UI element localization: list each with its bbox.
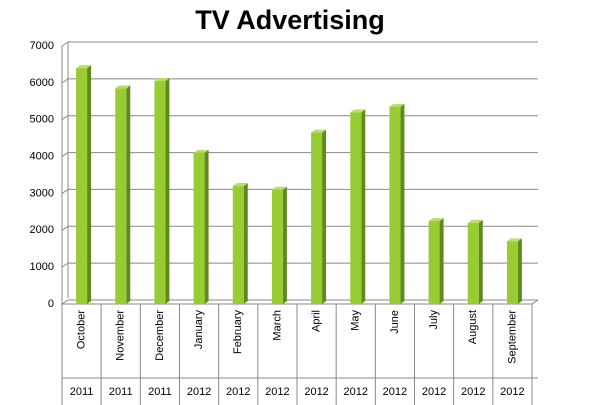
- bar-front: [506, 241, 518, 304]
- bar-side: [478, 219, 483, 304]
- bar-front: [271, 189, 283, 304]
- bar-side: [126, 85, 131, 304]
- bar: [311, 129, 327, 304]
- year-label: 2011: [70, 386, 94, 398]
- bar-side: [517, 238, 522, 304]
- bar: [193, 149, 209, 304]
- bar-side: [204, 149, 209, 304]
- y-tick-label: 4000: [30, 150, 54, 162]
- bar-top: [428, 218, 444, 222]
- bar-front: [389, 106, 401, 304]
- bar: [115, 85, 131, 304]
- x-tick-label: July: [428, 310, 440, 330]
- floor-edge: [62, 299, 539, 305]
- y-tick-label: 6000: [30, 77, 54, 89]
- bar-top: [232, 183, 248, 187]
- bar-top: [350, 109, 366, 113]
- bar-front: [76, 68, 88, 304]
- year-label: 2012: [383, 386, 407, 398]
- x-tick-label: September: [506, 310, 518, 364]
- x-tick-label: October: [75, 310, 87, 349]
- bar: [428, 218, 444, 304]
- grid-line-slant: [61, 152, 69, 157]
- year-label: 2012: [344, 386, 368, 398]
- chart-title: TV Advertising: [195, 5, 385, 35]
- bar-front: [232, 186, 244, 304]
- x-tick-label: August: [467, 310, 479, 344]
- bar: [506, 238, 522, 304]
- year-label: 2011: [109, 386, 133, 398]
- grid-line-slant: [61, 78, 69, 84]
- year-label: 2012: [226, 386, 250, 398]
- x-tick-label: November: [115, 310, 127, 361]
- year-label: 2012: [422, 386, 446, 398]
- bar-front: [428, 221, 440, 304]
- bar: [76, 65, 92, 304]
- bar-front: [311, 132, 323, 304]
- bar-front: [350, 112, 362, 304]
- bar-side: [400, 103, 405, 304]
- bar-side: [361, 109, 366, 304]
- bar-top: [271, 186, 287, 190]
- y-tick-label: 1000: [30, 261, 54, 273]
- year-label: 2012: [265, 386, 289, 398]
- bar: [154, 78, 170, 304]
- bar-side: [439, 218, 444, 304]
- bar-top: [506, 238, 522, 242]
- bar-front: [115, 88, 127, 304]
- grid-line-slant: [61, 262, 69, 268]
- bar-top: [467, 219, 483, 223]
- bar: [467, 219, 483, 304]
- x-tick-label: March: [271, 310, 283, 341]
- bar: [389, 103, 405, 304]
- y-tick-label: 0: [48, 298, 54, 310]
- year-label: 2011: [148, 386, 172, 398]
- grid-line-slant: [61, 225, 69, 231]
- y-tick-label: 5000: [30, 114, 54, 126]
- grid-line-slant: [61, 189, 69, 194]
- bar-top: [115, 85, 131, 89]
- bar-top: [154, 78, 170, 82]
- bar-side: [322, 129, 327, 304]
- bar-top: [311, 129, 327, 133]
- year-label: 2012: [187, 386, 211, 398]
- bar-side: [282, 186, 287, 304]
- year-label: 2012: [304, 386, 328, 398]
- bar-side: [243, 183, 248, 304]
- x-tick-label: May: [350, 310, 362, 331]
- bar-top: [193, 149, 209, 153]
- year-label: 2012: [461, 386, 485, 398]
- year-label: 2012: [500, 386, 524, 398]
- bar: [271, 186, 287, 304]
- y-tick-label: 2000: [30, 224, 54, 236]
- bar-top: [389, 103, 405, 107]
- bar-side: [165, 78, 170, 304]
- bar-top: [76, 65, 92, 69]
- bar: [350, 109, 366, 304]
- x-tick-label: February: [232, 310, 244, 355]
- bar: [232, 183, 248, 304]
- bar-side: [87, 65, 92, 304]
- bar-front: [154, 81, 166, 304]
- grid-line-slant: [61, 299, 69, 305]
- grid-line-slant: [61, 115, 69, 121]
- bar-front: [467, 222, 479, 304]
- x-tick-label: April: [310, 310, 322, 332]
- y-tick-label: 3000: [30, 187, 54, 199]
- bar-front: [193, 152, 205, 304]
- x-tick-label: June: [389, 310, 401, 334]
- y-tick-label: 7000: [30, 40, 54, 52]
- grid-line-slant: [61, 41, 69, 47]
- x-tick-label: January: [193, 310, 205, 350]
- x-tick-label: December: [154, 310, 166, 361]
